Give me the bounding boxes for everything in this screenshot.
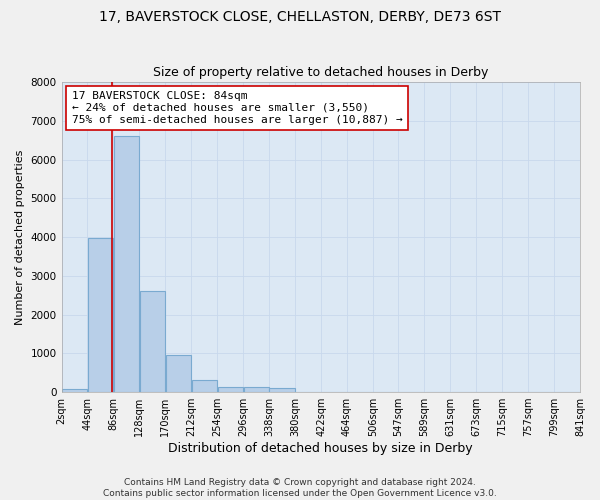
- Bar: [140, 292, 165, 392]
- Bar: [114, 136, 139, 392]
- Bar: [88, 238, 113, 392]
- Y-axis label: Number of detached properties: Number of detached properties: [15, 150, 25, 325]
- Text: Contains HM Land Registry data © Crown copyright and database right 2024.
Contai: Contains HM Land Registry data © Crown c…: [103, 478, 497, 498]
- Text: 17 BAVERSTOCK CLOSE: 84sqm
← 24% of detached houses are smaller (3,550)
75% of s: 17 BAVERSTOCK CLOSE: 84sqm ← 24% of deta…: [72, 92, 403, 124]
- Title: Size of property relative to detached houses in Derby: Size of property relative to detached ho…: [153, 66, 488, 80]
- Bar: [244, 388, 269, 392]
- Text: 17, BAVERSTOCK CLOSE, CHELLASTON, DERBY, DE73 6ST: 17, BAVERSTOCK CLOSE, CHELLASTON, DERBY,…: [99, 10, 501, 24]
- X-axis label: Distribution of detached houses by size in Derby: Distribution of detached houses by size …: [169, 442, 473, 455]
- Bar: [166, 356, 191, 392]
- Bar: [218, 387, 243, 392]
- Bar: [62, 389, 87, 392]
- Bar: [191, 380, 217, 392]
- Bar: [269, 388, 295, 392]
